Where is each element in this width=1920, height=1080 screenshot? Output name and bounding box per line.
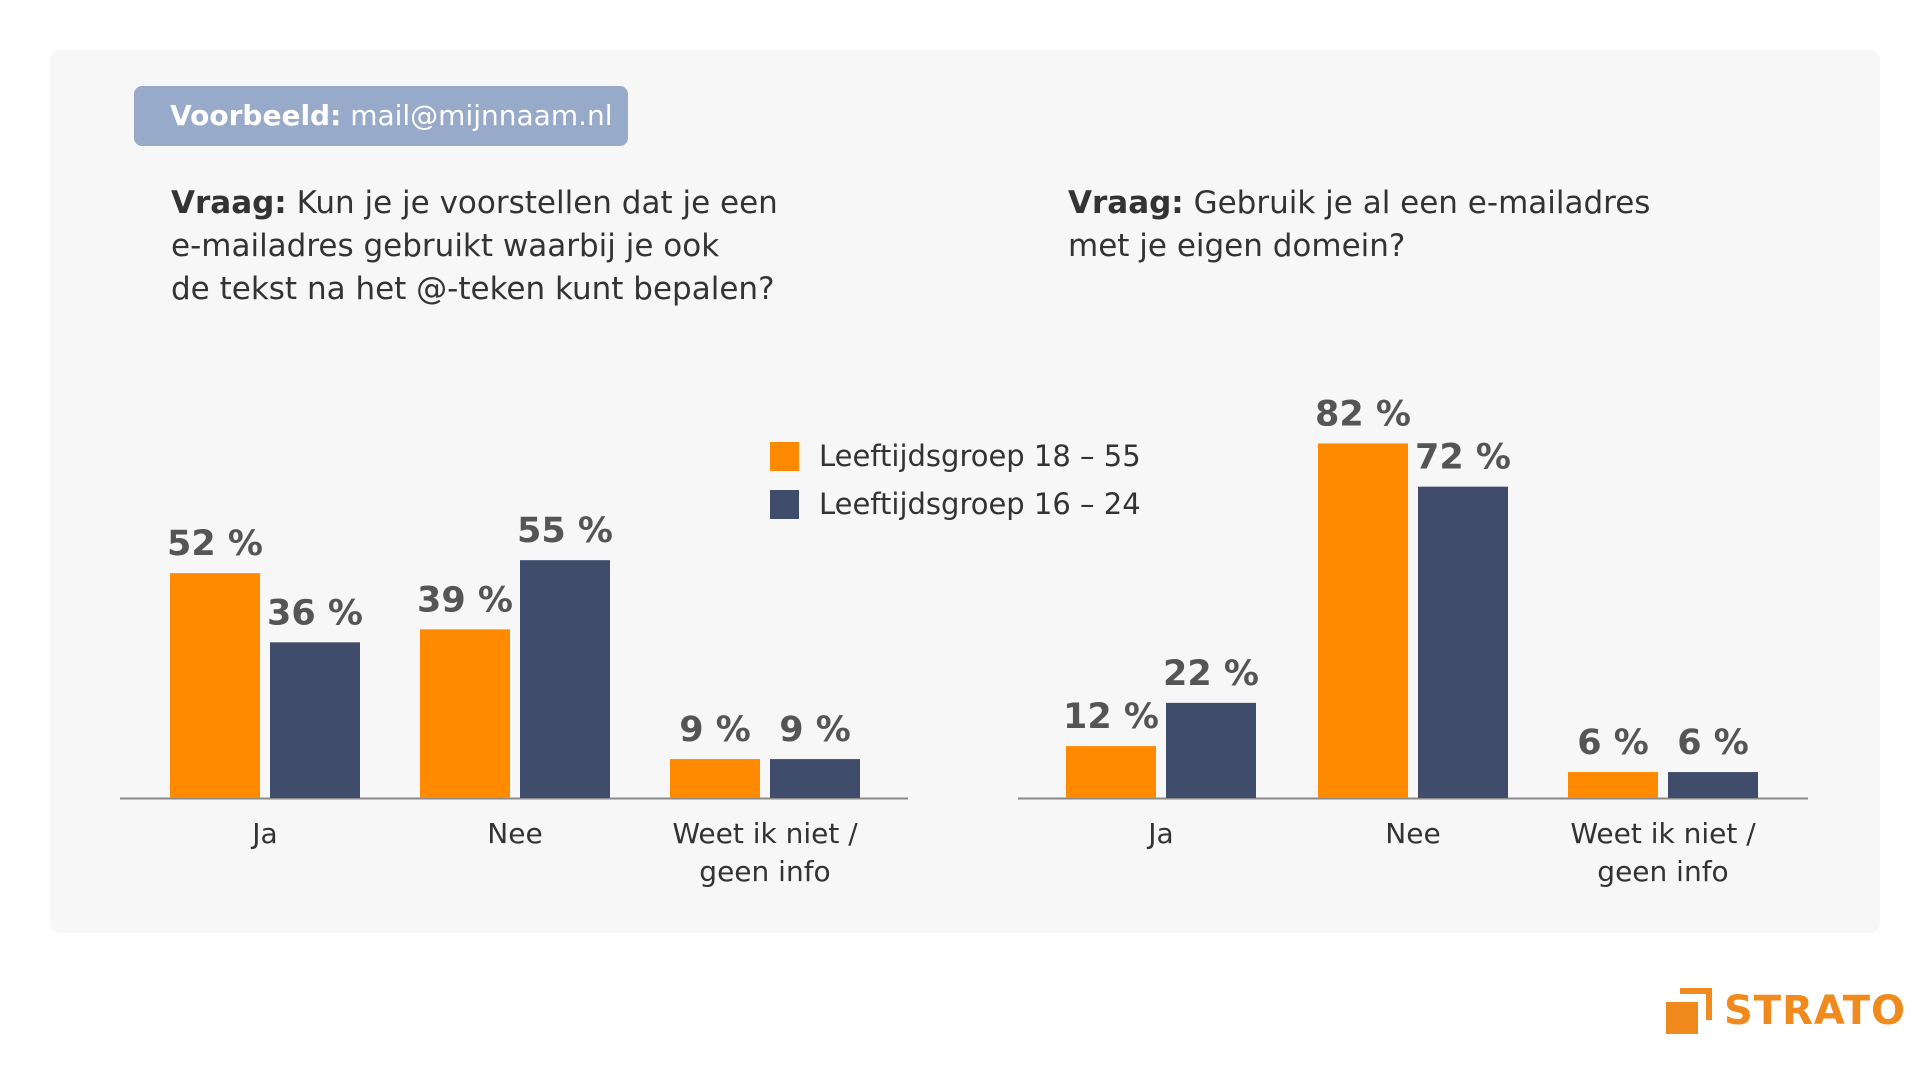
legend-label-18-55: Leeftijdsgroep 18 – 55 [819,439,1141,473]
bar-chart1-cat3-series1 [670,759,760,798]
category-label-chart2-cat2-line1: Nee [1385,817,1440,850]
bar-chart1-cat1-series1 [170,573,260,798]
question-left: Vraag: Kun je je voorstellen dat je een … [171,182,778,311]
bar-chart2-cat1-series1 [1066,746,1156,798]
legend-label-16-24: Leeftijdsgroep 16 – 24 [819,487,1141,521]
question-right: Vraag: Gebruik je al een e-mailadres met… [1068,182,1650,268]
bar-chart1-cat3-series2 [770,759,860,798]
bar-chart2-cat2-series1 [1318,443,1408,798]
value-label-chart2-cat2-series2: 72 % [1415,438,1511,478]
value-label-chart2-cat1-series2: 22 % [1163,654,1259,694]
value-label-chart1-cat2-series1: 39 % [417,580,513,620]
question-right-text-1: Gebruik je al een e-mailadres [1193,185,1651,221]
value-label-chart1-cat1-series2: 36 % [267,593,363,633]
bar-chart2-cat3-series2 [1668,772,1758,798]
question-right-line-2: met je eigen domein? [1068,228,1406,264]
legend-item-18-55: Leeftijdsgroep 18 – 55 [770,432,1141,480]
category-label-chart1-cat1-line1: Ja [250,817,277,850]
value-label-chart2-cat3-series2: 6 % [1677,723,1749,763]
question-left-line-1: Vraag: Kun je je voorstellen dat je een [171,182,778,225]
category-label-chart1-cat3-line2: geen info [699,855,830,888]
value-label-chart1-cat1-series1: 52 % [167,524,263,564]
category-label-chart1-cat3-line1: Weet ik niet / [672,817,858,850]
question-left-label: Vraag: [171,185,287,221]
value-label-chart1-cat3-series1: 9 % [679,710,751,750]
legend-swatch-navy [770,489,799,519]
bar-chart2-cat2-series2 [1418,486,1508,798]
value-label-chart2-cat3-series1: 6 % [1577,723,1649,763]
bar-chart1-cat2-series1 [420,629,510,798]
question-right-label: Vraag: [1068,185,1184,221]
question-left-text-1: Kun je je voorstellen dat je een [296,185,778,221]
strato-bracket-icon [1666,988,1712,1034]
question-left-line-3: de tekst na het @-teken kunt bepalen? [171,271,775,307]
value-label-chart2-cat2-series1: 82 % [1315,394,1411,434]
category-label-chart2-cat1-line1: Ja [1146,817,1173,850]
category-label-chart1-cat2-line1: Nee [487,817,542,850]
question-left-line-2: e-mailadres gebruikt waarbij je ook [171,228,720,264]
category-label-chart2-cat3-line2: geen info [1597,855,1728,888]
question-right-line-1: Vraag: Gebruik je al een e-mailadres [1068,182,1650,225]
bar-chart1-cat2-series2 [520,560,610,798]
category-label-chart2-cat3-line1: Weet ik niet / [1570,817,1756,850]
legend: Leeftijdsgroep 18 – 55 Leeftijdsgroep 16… [770,432,1141,528]
value-label-chart2-cat1-series1: 12 % [1063,697,1159,737]
example-value: mail@mijnnaam.nl [350,99,613,132]
example-badge: Voorbeeld: mail@mijnnaam.nl [134,86,628,146]
example-label: Voorbeeld: [170,99,342,132]
value-label-chart1-cat3-series2: 9 % [779,710,851,750]
bar-chart2-cat3-series1 [1568,772,1658,798]
strato-logo-text: STRATO [1724,988,1907,1034]
legend-swatch-orange [770,441,799,471]
value-label-chart1-cat2-series2: 55 % [517,511,613,551]
bar-chart1-cat1-series2 [270,642,360,798]
strato-logo: STRATO [1666,984,1906,1038]
bar-chart2-cat1-series2 [1166,702,1256,798]
legend-item-16-24: Leeftijdsgroep 16 – 24 [770,480,1141,528]
